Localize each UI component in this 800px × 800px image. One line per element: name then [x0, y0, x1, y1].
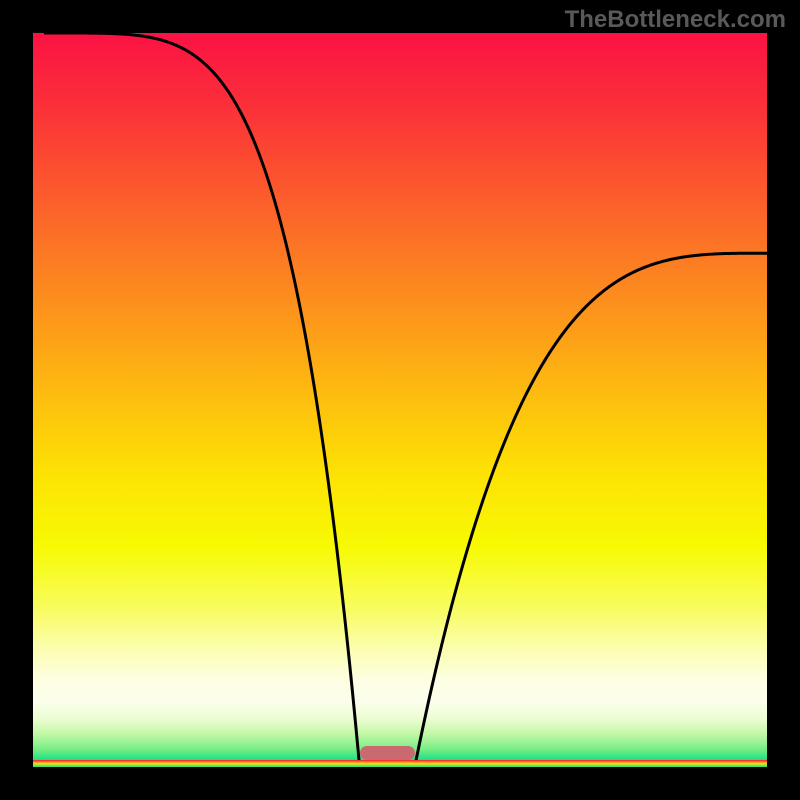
watermark-text: TheBottleneck.com	[565, 6, 786, 34]
chart-canvas: TheBottleneck.com	[0, 0, 800, 800]
bottleneck-curves	[33, 33, 767, 767]
curve-right	[415, 253, 767, 767]
plot-area	[33, 33, 767, 767]
spectrum-strip	[33, 760, 767, 767]
optimal-marker	[360, 746, 415, 760]
curve-left	[44, 33, 360, 767]
